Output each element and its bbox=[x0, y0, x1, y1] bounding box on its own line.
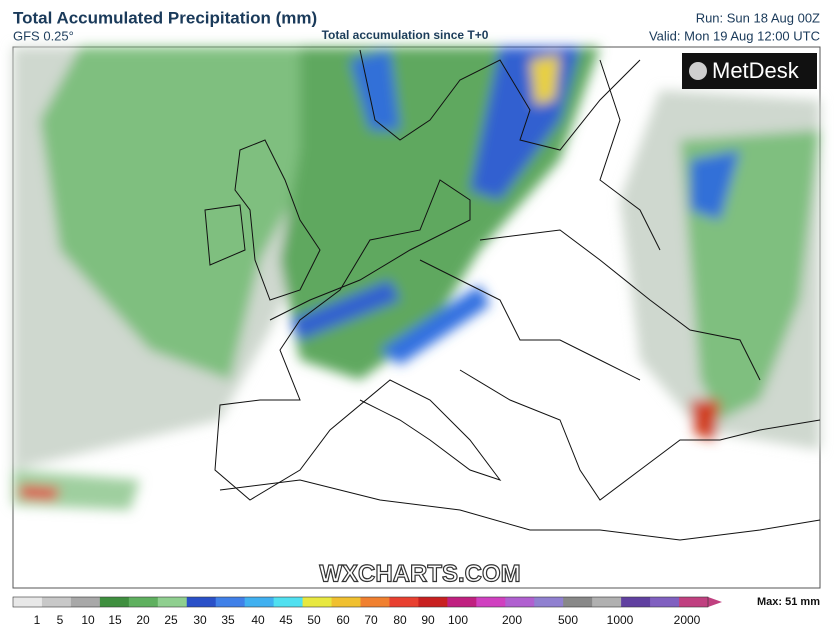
subtitle: Total accumulation since T+0 bbox=[322, 28, 489, 42]
colorbar-label: 200 bbox=[502, 613, 522, 627]
colorbar-segment bbox=[41, 597, 72, 607]
colorbar-segment bbox=[650, 597, 680, 607]
colorbar-arrow bbox=[708, 597, 722, 607]
colorbar-label: 70 bbox=[364, 613, 378, 627]
colorbar-label: 500 bbox=[558, 613, 578, 627]
colorbar-label: 1000 bbox=[607, 613, 634, 627]
colorbar-segment bbox=[563, 597, 593, 607]
colorbar-segment bbox=[157, 597, 188, 607]
colorbar-segment bbox=[302, 597, 333, 607]
colorbar-segment bbox=[215, 597, 246, 607]
colorbar-label: 90 bbox=[421, 613, 435, 627]
logo-icon bbox=[689, 62, 707, 80]
colorbar-label: 35 bbox=[221, 613, 235, 627]
colorbar-segment bbox=[331, 597, 361, 607]
colorbar-segment bbox=[476, 597, 506, 607]
colorbar-segment bbox=[360, 597, 390, 607]
max-label: Max: 51 mm bbox=[757, 596, 820, 608]
colorbar-label: 80 bbox=[393, 613, 407, 627]
colorbar-segment bbox=[505, 597, 535, 607]
colorbar-segment bbox=[592, 597, 622, 607]
colorbar-segment bbox=[273, 597, 304, 607]
colorbar-label: 10 bbox=[81, 613, 95, 627]
precip-field bbox=[13, 47, 820, 510]
coastlines bbox=[204, 49, 821, 541]
colorbar-segment bbox=[244, 597, 275, 607]
valid: Valid: Mon 19 Aug 12:00 UTC bbox=[649, 28, 820, 43]
colorbar-label: 100 bbox=[448, 613, 468, 627]
colorbar-label: 25 bbox=[164, 613, 178, 627]
logo: MetDesk bbox=[712, 58, 800, 83]
colorbar-label: 50 bbox=[307, 613, 321, 627]
colorbar: 1 5 10 15 20 25 30 35 40 45 50 60 70 80 90 100 200 500 100… bbox=[12, 596, 722, 627]
colorbar-segment bbox=[447, 597, 477, 607]
colorbar-segment bbox=[70, 597, 101, 607]
colorbar-segment bbox=[128, 597, 159, 607]
colorbar-segment bbox=[418, 597, 448, 607]
colorbar-outline bbox=[12, 596, 709, 608]
colorbar-label: 5 bbox=[57, 613, 64, 627]
colorbar-segment bbox=[186, 597, 217, 607]
colorbar-label: 30 bbox=[193, 613, 207, 627]
colorbar-segment bbox=[389, 597, 419, 607]
colorbar-label: 1 bbox=[34, 613, 41, 627]
model: GFS 0.25° bbox=[13, 28, 74, 43]
colorbar-label: 20 bbox=[136, 613, 150, 627]
run: Run: Sun 18 Aug 00Z bbox=[696, 10, 820, 25]
colorbar-label: 15 bbox=[108, 613, 122, 627]
colorbar-label: 40 bbox=[251, 613, 265, 627]
colorbar-label: 2000 bbox=[674, 613, 701, 627]
watermark: WXCHARTS.COM bbox=[319, 560, 520, 587]
title: Total Accumulated Precipitation (mm) bbox=[13, 8, 317, 27]
colorbar-segment bbox=[679, 597, 709, 607]
colorbar-segment bbox=[99, 597, 130, 607]
colorbar-segment bbox=[534, 597, 564, 607]
colorbar-segment bbox=[621, 597, 651, 607]
colorbar-label: 60 bbox=[336, 613, 350, 627]
colorbar-label: 45 bbox=[279, 613, 293, 627]
map: MetDesk WXCHARTS.COM bbox=[12, 46, 821, 589]
colorbar-segment bbox=[13, 597, 43, 607]
